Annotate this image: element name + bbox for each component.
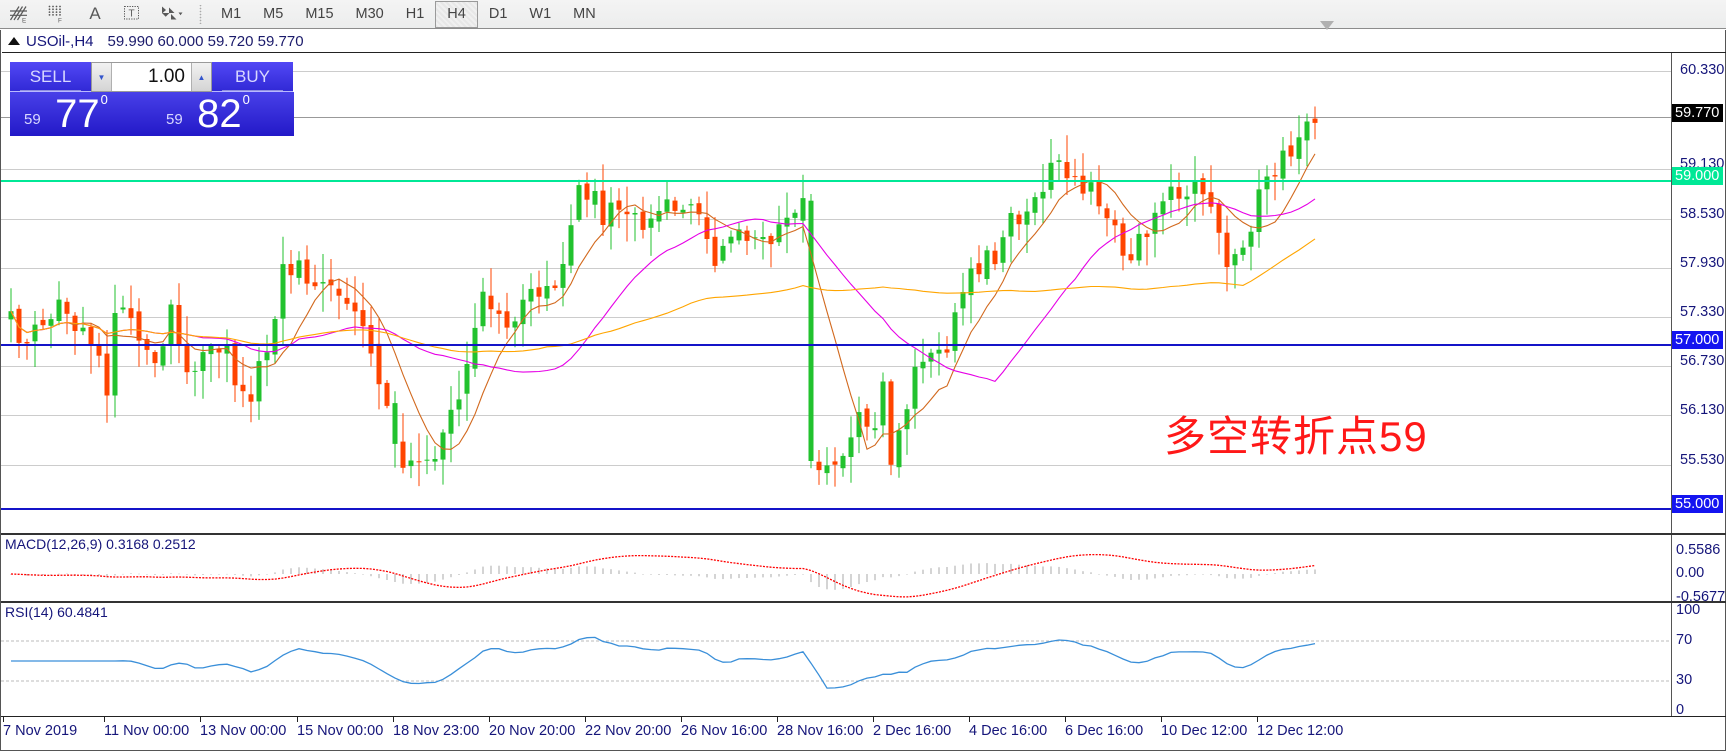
svg-text:F: F — [58, 18, 62, 24]
svg-text:T: T — [129, 9, 135, 20]
svg-text:E: E — [22, 18, 26, 24]
